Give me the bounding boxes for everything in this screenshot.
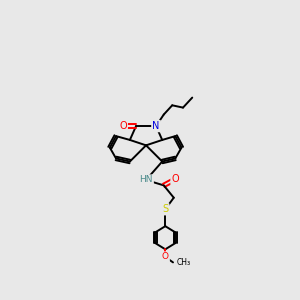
Text: HN: HN: [139, 176, 153, 184]
Text: O: O: [162, 253, 169, 262]
Text: N: N: [152, 121, 160, 131]
Text: O: O: [172, 174, 179, 184]
Text: S: S: [162, 204, 168, 214]
Text: O: O: [119, 121, 127, 131]
Text: CH₃: CH₃: [177, 258, 191, 267]
